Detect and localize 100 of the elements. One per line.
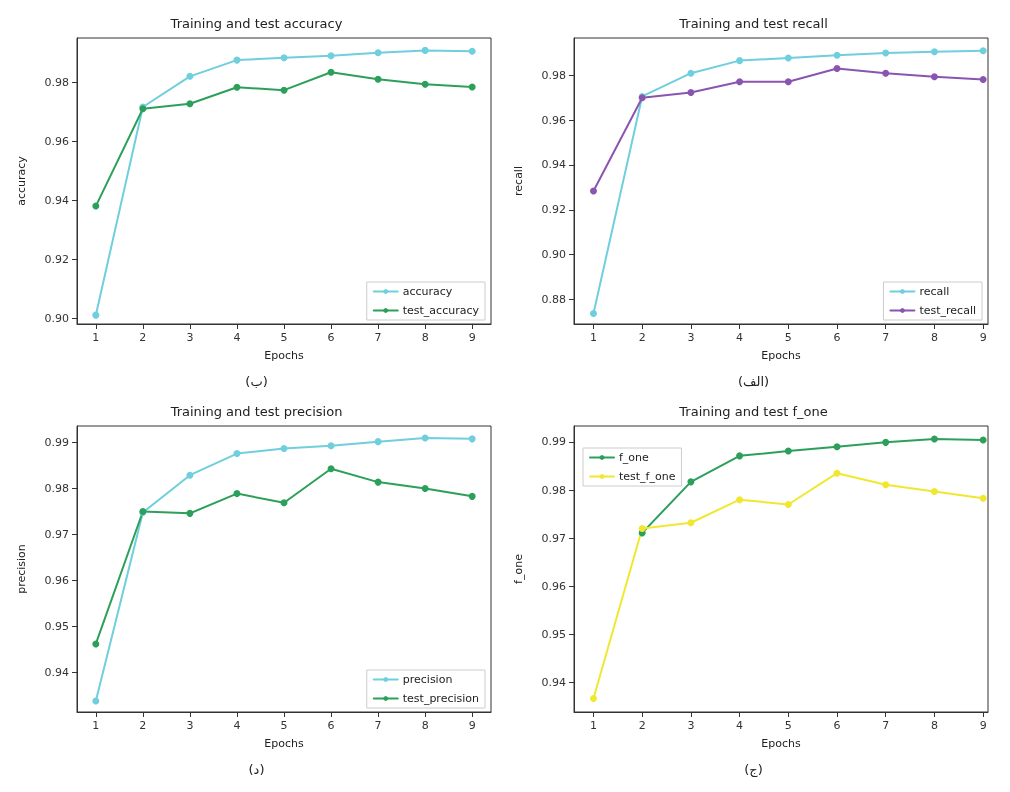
x-tick-label: 5 — [280, 331, 288, 344]
point — [374, 49, 382, 57]
y-tick-label: 0.98 — [44, 75, 69, 89]
point — [280, 54, 288, 62]
chart-title: Training and test precision — [169, 404, 343, 419]
point — [930, 48, 938, 56]
point — [882, 69, 890, 77]
point — [979, 47, 987, 55]
y-axis-title: recall — [512, 166, 525, 196]
y-tick-label: 0.92 — [541, 203, 566, 217]
y-tick-label: 0.96 — [44, 574, 69, 587]
point — [882, 438, 890, 446]
point — [92, 697, 100, 705]
y-tick-label: 0.99 — [541, 435, 566, 449]
x-tick-label: 6 — [327, 331, 335, 344]
x-tick-label: 8 — [421, 719, 429, 732]
point — [736, 496, 744, 504]
point — [421, 80, 429, 88]
point — [687, 519, 695, 527]
y-tick-label: 0.96 — [541, 579, 566, 593]
point — [638, 525, 646, 533]
x-tick-label: 4 — [736, 331, 744, 344]
legend-label: test_f_one — [619, 470, 676, 483]
x-tick-label: 6 — [833, 331, 841, 344]
text: (الف) — [737, 374, 770, 389]
y-tick-label: 0.96 — [541, 113, 566, 127]
y-tick-label: 0.94 — [541, 676, 566, 690]
point — [233, 490, 241, 498]
x-tick-label: 1 — [92, 719, 100, 732]
point — [687, 88, 695, 96]
point — [280, 499, 288, 507]
legend-label: precision — [402, 673, 453, 686]
point — [589, 695, 597, 703]
point — [92, 311, 100, 319]
point — [930, 73, 938, 81]
y-axis-title: accuracy — [15, 155, 28, 206]
x-axis-title: Epochs — [264, 349, 304, 362]
chart-title: Training and test f_one — [678, 404, 828, 419]
y-tick-label: 0.94 — [44, 665, 69, 679]
x-axis-title: Epochs — [761, 349, 801, 362]
point — [882, 481, 890, 489]
y-tick-label: 0.95 — [44, 619, 69, 633]
y-tick-label: 0.98 — [541, 483, 566, 497]
y-tick-label: 0.90 — [44, 311, 69, 325]
point — [92, 640, 100, 648]
x-tick-label: 4 — [233, 719, 241, 732]
y-tick-label: 0.94 — [541, 158, 566, 172]
x-tick-label: 1 — [92, 331, 100, 344]
point — [589, 309, 597, 317]
point — [979, 75, 987, 83]
point — [421, 434, 429, 442]
y-tick-label: 0.95 — [541, 627, 566, 641]
y-axis-title: f_one — [512, 553, 525, 584]
x-tick-label: 6 — [327, 719, 335, 732]
y-tick-label: 0.98 — [541, 68, 566, 82]
point — [327, 465, 335, 473]
x-axis-title: Epochs — [761, 737, 801, 750]
x-tick-label: 1 — [589, 719, 597, 732]
point — [92, 202, 100, 210]
x-tick-label: 8 — [930, 331, 938, 344]
y-tick-label: 0.99 — [44, 436, 69, 450]
x-tick-label: 9 — [468, 719, 476, 732]
x-tick-label: 3 — [186, 719, 194, 732]
y-tick-label: 0.88 — [541, 292, 566, 306]
x-tick-label: 7 — [374, 719, 382, 732]
point — [833, 51, 841, 59]
point — [233, 450, 241, 458]
x-tick-label: 5 — [784, 331, 792, 344]
legend-label: test_accuracy — [402, 304, 480, 317]
point — [589, 187, 597, 195]
point — [784, 54, 792, 62]
x-tick-label: 5 — [784, 719, 792, 732]
x-tick-label: 9 — [468, 331, 476, 344]
x-axis-title: Epochs — [264, 737, 304, 750]
x-tick-label: 7 — [882, 719, 890, 732]
point — [327, 442, 335, 450]
y-axis-title: precision — [15, 544, 28, 594]
point — [468, 492, 476, 500]
point — [468, 47, 476, 55]
point — [374, 438, 382, 446]
point — [468, 83, 476, 91]
point — [186, 509, 194, 517]
point — [374, 75, 382, 83]
point — [687, 478, 695, 486]
legend-label: f_one — [619, 451, 650, 464]
point — [736, 57, 744, 65]
x-tick-label: 9 — [979, 719, 987, 732]
x-tick-label: 2 — [139, 719, 147, 732]
y-tick-label: 0.94 — [44, 193, 69, 207]
point — [979, 494, 987, 502]
y-tick-label: 0.92 — [44, 252, 69, 266]
point — [930, 435, 938, 443]
point — [327, 52, 335, 60]
point — [280, 445, 288, 453]
y-tick-label: 0.97 — [541, 531, 566, 545]
point — [882, 49, 890, 57]
x-tick-label: 4 — [233, 331, 241, 344]
x-tick-label: 3 — [186, 331, 194, 344]
y-tick-label: 0.96 — [44, 134, 69, 148]
point — [784, 78, 792, 86]
